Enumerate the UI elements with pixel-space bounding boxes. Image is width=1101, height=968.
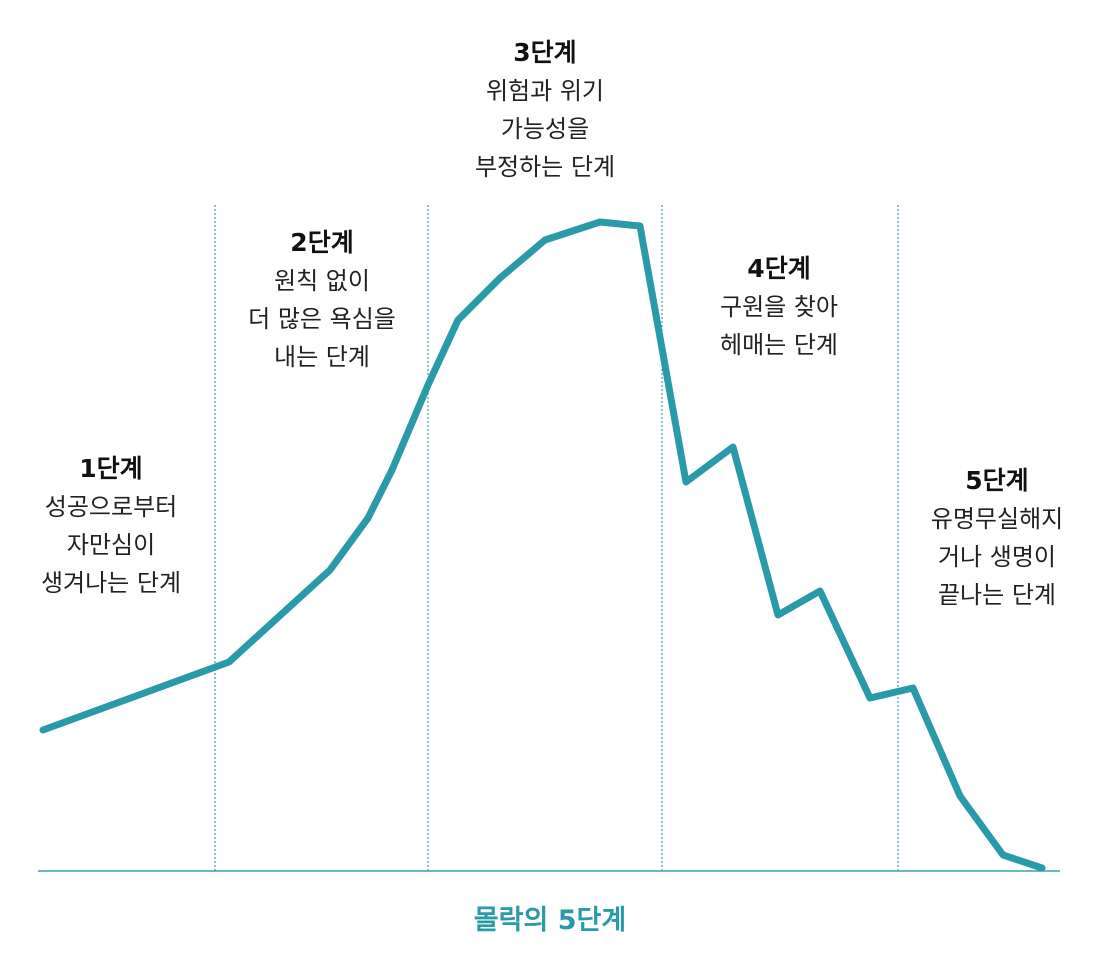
stage-2-line-3: 내는 단계: [274, 343, 370, 371]
stage-3-line-2: 가능성을: [500, 115, 590, 143]
stage-5-label: 5단계 유명무실해지 거나 생명이 끝나는 단계: [931, 462, 1063, 614]
stage-4-line-2: 헤매는 단계: [719, 331, 839, 359]
stage-1-line-1: 성공으로부터: [44, 493, 178, 521]
stage-5-line-1: 유명무실해지: [930, 505, 1064, 533]
diagram-title: 몰락의 5단계: [473, 905, 627, 936]
stage-1-line-3: 생겨나는 단계: [40, 569, 182, 597]
stage-3-line-3: 부정하는 단계: [474, 153, 616, 181]
stage-1-line-2: 자만심이: [66, 531, 156, 559]
stage-2-line-1: 원칙 없이: [274, 267, 370, 295]
stage-1-title: 1단계: [79, 454, 143, 483]
stage-4-label: 4단계 구원을 찾아 헤매는 단계: [720, 250, 838, 364]
stage-3-label: 3단계 위험과 위기 가능성을 부정하는 단계: [475, 34, 615, 186]
stage-3-title: 3단계: [513, 38, 577, 67]
stage-2-title: 2단계: [290, 228, 354, 257]
stage-1-label: 1단계 성공으로부터 자만심이 생겨나는 단계: [41, 450, 181, 602]
stage-2-line-2: 더 많은 욕심을: [248, 305, 396, 333]
stage-5-line-2: 거나 생명이: [937, 543, 1057, 571]
stage-3-line-1: 위험과 위기: [485, 77, 605, 105]
stage-5-line-3: 끝나는 단계: [937, 581, 1057, 609]
stage-5-title: 5단계: [965, 466, 1029, 495]
stage-2-label: 2단계 원칙 없이 더 많은 욕심을 내는 단계: [248, 224, 396, 376]
decline-curve: [39, 218, 1046, 872]
stage-4-line-1: 구원을 찾아: [719, 293, 839, 321]
stage-4-title: 4단계: [747, 254, 811, 283]
